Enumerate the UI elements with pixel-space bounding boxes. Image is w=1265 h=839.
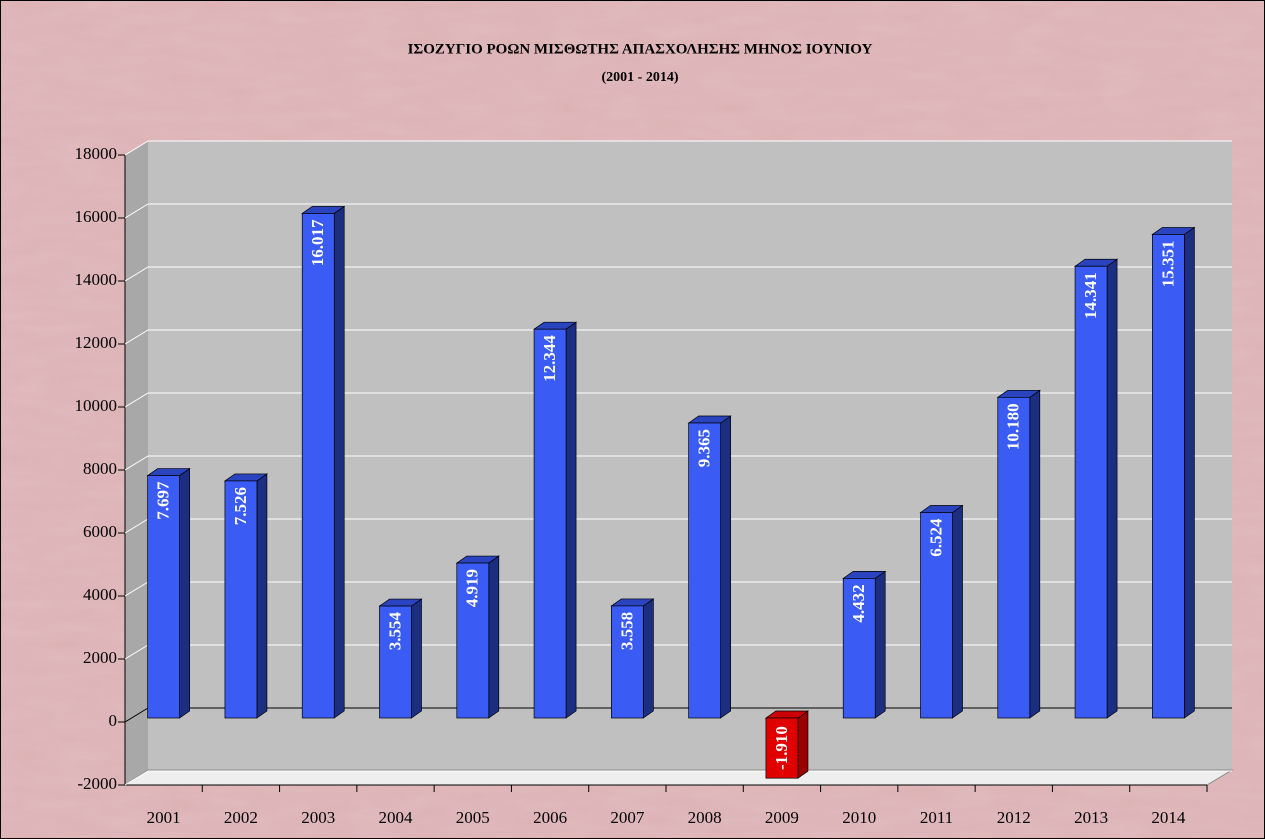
value-label: 7.526 <box>231 487 250 525</box>
x-tick-label: 2009 <box>765 808 799 827</box>
bar-side <box>1106 258 1118 719</box>
bar <box>765 717 799 779</box>
x-tick-label: 2012 <box>997 808 1031 827</box>
bar-side <box>565 321 577 719</box>
grid-line-side <box>124 707 149 723</box>
bar <box>224 480 258 719</box>
grid-line-side <box>124 329 149 345</box>
y-tick-label: 12000 <box>75 333 118 352</box>
x-tick-label: 2005 <box>456 808 490 827</box>
bar-side <box>179 467 190 719</box>
x-tick-label: 2011 <box>920 808 953 827</box>
bar <box>920 512 953 719</box>
grid-line-side <box>124 392 149 408</box>
bar <box>611 605 644 719</box>
bar-side <box>488 555 500 719</box>
bar-side <box>1184 226 1195 719</box>
y-tick-label: -2000 <box>77 774 117 793</box>
bar <box>1152 234 1185 719</box>
bar-side <box>333 205 345 719</box>
bar <box>842 578 876 719</box>
bar-side <box>952 504 963 719</box>
value-label: 12.344 <box>540 335 559 382</box>
value-label: 10.180 <box>1004 403 1023 450</box>
bar <box>997 396 1031 719</box>
y-tick-label: 4000 <box>83 585 117 604</box>
y-tick-label: 0 <box>109 711 118 730</box>
x-tick-label: 2008 <box>688 808 722 827</box>
y-tick-label: 10000 <box>75 396 118 415</box>
bar <box>301 213 335 719</box>
grid-line-side <box>124 518 149 534</box>
grid-line-side <box>124 455 149 471</box>
bar-side <box>643 598 654 719</box>
value-label: 7.697 <box>154 481 173 520</box>
x-tick-label: 2014 <box>1151 808 1186 827</box>
y-tick-label: 2000 <box>83 648 117 667</box>
x-tick-label: 2010 <box>842 808 876 827</box>
value-label: 4.432 <box>849 584 868 622</box>
bar <box>1074 265 1108 719</box>
value-label: 4.919 <box>463 569 482 607</box>
bar <box>688 422 721 719</box>
bar-side <box>411 598 422 719</box>
y-tick-label: 16000 <box>75 207 118 226</box>
y-tick-label: 14000 <box>75 270 118 289</box>
value-label: 15.351 <box>1158 240 1177 287</box>
chart-title: ΙΣΟΖΥΓΙΟ ΡΟΩΝ ΜΙΣΘΩΤΗΣ ΑΠΑΣΧΟΛΗΣΗΣ ΜΗΝΟΣ… <box>408 41 873 57</box>
chart-subtitle: (2001 - 2014) <box>602 70 679 85</box>
x-tick-label: 2004 <box>379 808 414 827</box>
grid-line-side <box>124 266 149 282</box>
bar <box>456 562 490 719</box>
value-label: 6.524 <box>926 518 945 557</box>
grid-line-side <box>124 644 149 660</box>
y-tick-label: 8000 <box>83 459 117 478</box>
x-tick-label: 2007 <box>610 808 645 827</box>
x-tick-label: 2001 <box>147 808 181 827</box>
bar-side <box>1029 389 1041 719</box>
x-tick-label: 2006 <box>533 808 567 827</box>
value-label: 9.365 <box>695 429 714 467</box>
x-tick-label: 2003 <box>301 808 335 827</box>
grid-line-side <box>124 581 149 597</box>
grid-line-side <box>124 770 149 786</box>
x-tick-label: 2013 <box>1074 808 1108 827</box>
value-label: 3.558 <box>617 612 636 650</box>
x-tick-label: 2002 <box>224 808 258 827</box>
value-label: 16.017 <box>308 219 327 266</box>
bar <box>147 475 180 719</box>
bar-side <box>874 570 886 719</box>
y-tick-label: 18000 <box>75 144 118 163</box>
grid-line-side <box>124 140 149 156</box>
bar-side <box>256 473 268 719</box>
bar <box>379 605 412 719</box>
bar <box>533 328 567 719</box>
floor <box>123 769 1234 786</box>
value-label: 3.554 <box>385 612 404 651</box>
value-label: 14.341 <box>1081 272 1100 319</box>
y-tick-label: 6000 <box>83 522 117 541</box>
value-label: -1.910 <box>772 726 791 770</box>
bar-side <box>797 710 809 779</box>
grid-line-side <box>124 203 149 219</box>
bar-side <box>720 415 731 719</box>
